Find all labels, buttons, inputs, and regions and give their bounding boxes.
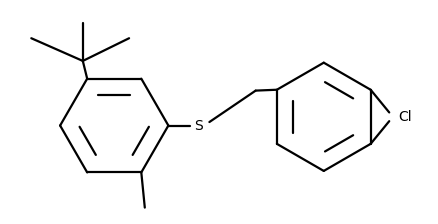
Text: Cl: Cl — [398, 110, 412, 124]
Text: S: S — [194, 118, 203, 133]
